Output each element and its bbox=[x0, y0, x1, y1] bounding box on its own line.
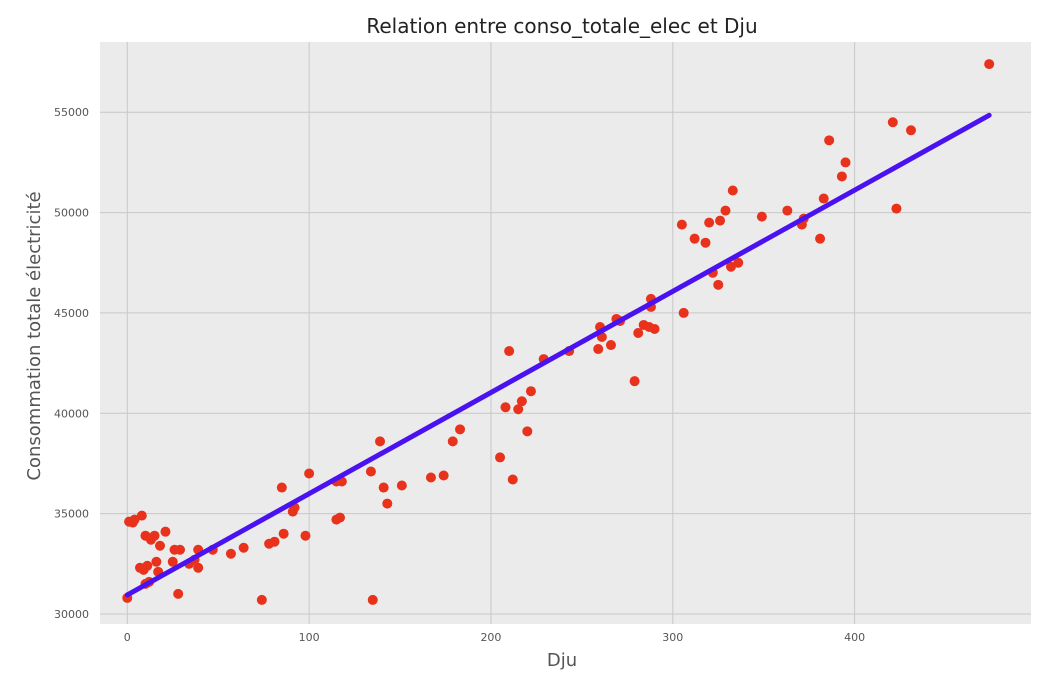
y-tick-label: 55000 bbox=[54, 106, 89, 119]
data-point bbox=[136, 510, 147, 521]
x-tick-label: 400 bbox=[844, 631, 865, 644]
data-point bbox=[175, 544, 186, 555]
regression-line bbox=[124, 112, 992, 598]
data-point bbox=[378, 482, 389, 493]
data-point bbox=[151, 556, 162, 567]
data-point bbox=[173, 588, 184, 599]
data-point bbox=[438, 470, 449, 481]
data-point bbox=[396, 480, 407, 491]
data-point bbox=[160, 526, 171, 537]
data-point bbox=[504, 346, 515, 357]
data-point bbox=[507, 474, 518, 485]
data-point bbox=[605, 340, 616, 351]
data-point bbox=[649, 323, 660, 334]
data-point bbox=[700, 237, 711, 248]
data-point bbox=[836, 171, 847, 182]
data-point bbox=[367, 594, 378, 605]
y-tick-label: 30000 bbox=[54, 608, 89, 621]
data-point bbox=[516, 396, 527, 407]
data-point bbox=[278, 528, 289, 539]
data-point bbox=[238, 542, 249, 553]
data-point bbox=[365, 466, 376, 477]
data-point bbox=[455, 424, 466, 435]
data-point bbox=[129, 514, 140, 525]
data-point bbox=[276, 482, 287, 493]
data-point bbox=[824, 135, 835, 146]
data-point bbox=[756, 211, 767, 222]
data-point bbox=[142, 560, 153, 571]
x-tick-label: 300 bbox=[662, 631, 683, 644]
data-point bbox=[733, 257, 744, 268]
data-point bbox=[676, 219, 687, 230]
data-point bbox=[704, 217, 715, 228]
data-point bbox=[715, 215, 726, 226]
data-point bbox=[500, 402, 511, 413]
y-tick-label: 50000 bbox=[54, 207, 89, 220]
data-point bbox=[629, 376, 640, 387]
x-axis-label: Dju bbox=[547, 650, 577, 671]
data-point bbox=[155, 540, 166, 551]
data-point bbox=[891, 203, 902, 214]
data-point bbox=[269, 536, 280, 547]
y-tick-label: 45000 bbox=[54, 307, 89, 320]
data-point bbox=[382, 498, 393, 509]
x-tick-labels: 0 100 200 300 400 bbox=[124, 631, 865, 644]
data-point bbox=[678, 307, 689, 318]
plot-area bbox=[100, 42, 1031, 624]
data-point bbox=[495, 452, 506, 463]
x-tick-label: 0 bbox=[124, 631, 131, 644]
chart-title: Relation entre conso_totale_elec et Dju bbox=[366, 14, 757, 38]
data-point bbox=[840, 157, 851, 168]
data-point bbox=[905, 125, 916, 136]
data-point bbox=[727, 185, 738, 196]
data-point bbox=[522, 426, 533, 437]
data-point bbox=[375, 436, 386, 447]
grid-lines bbox=[100, 42, 1031, 624]
data-point bbox=[887, 117, 898, 128]
data-point bbox=[984, 59, 995, 70]
data-point bbox=[818, 193, 829, 204]
x-tick-label: 100 bbox=[299, 631, 320, 644]
data-point bbox=[425, 472, 436, 483]
data-point bbox=[633, 328, 644, 338]
data-point bbox=[525, 386, 536, 397]
data-point bbox=[447, 436, 458, 447]
data-point bbox=[720, 205, 731, 216]
y-axis-label: Consommation totale électricité bbox=[24, 191, 45, 480]
data-point bbox=[782, 205, 793, 216]
data-point bbox=[815, 233, 826, 244]
data-point bbox=[335, 512, 346, 523]
data-point bbox=[304, 468, 315, 479]
data-point bbox=[513, 404, 524, 415]
data-point bbox=[256, 594, 267, 605]
y-tick-label: 40000 bbox=[54, 407, 89, 420]
data-point bbox=[713, 279, 724, 290]
data-point bbox=[593, 344, 604, 355]
y-tick-labels: 30000 35000 40000 45000 50000 55000 bbox=[54, 106, 89, 621]
data-point bbox=[193, 562, 204, 573]
data-point bbox=[167, 556, 178, 567]
data-point bbox=[689, 233, 700, 244]
data-point bbox=[300, 530, 311, 541]
data-point bbox=[149, 530, 160, 541]
data-point bbox=[725, 261, 736, 272]
x-tick-label: 200 bbox=[480, 631, 501, 644]
data-point bbox=[225, 548, 236, 559]
y-tick-label: 35000 bbox=[54, 508, 89, 521]
